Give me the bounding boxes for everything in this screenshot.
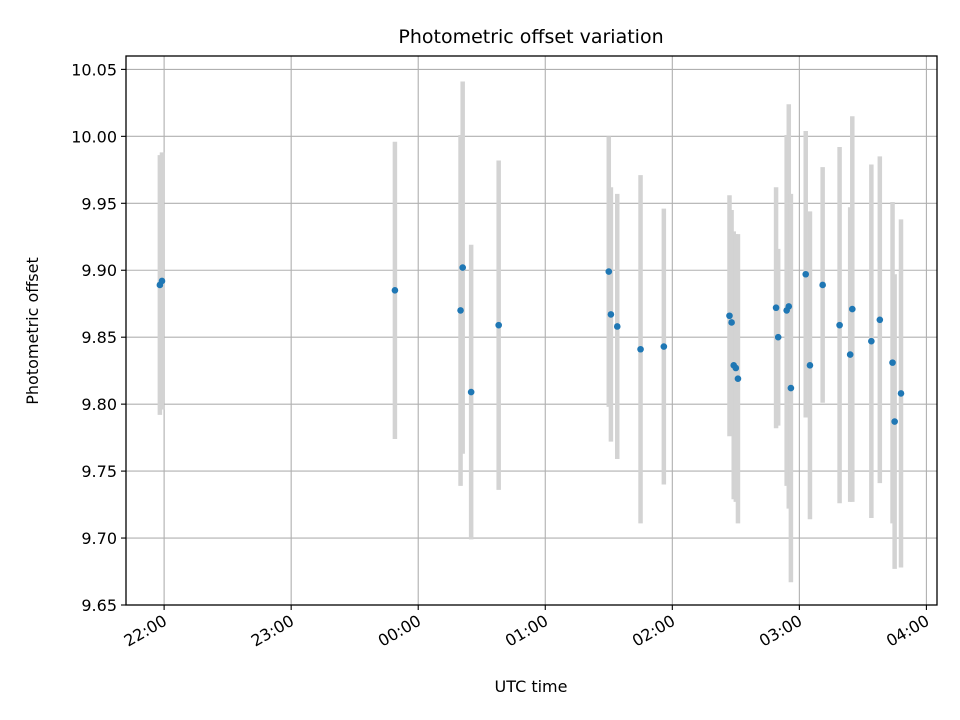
data-point — [459, 264, 466, 271]
y-tick-label: 9.95 — [81, 194, 117, 213]
data-point — [774, 333, 782, 341]
data-point — [846, 351, 854, 358]
data-point — [785, 303, 793, 310]
y-tick-label: 10.00 — [71, 127, 117, 146]
data-point — [495, 321, 502, 329]
plot-frame — [125, 55, 938, 606]
data-point — [607, 311, 615, 318]
data-point — [467, 388, 475, 396]
data-point — [457, 307, 464, 314]
data-point — [726, 312, 733, 320]
data-point — [876, 316, 884, 324]
data-point — [613, 323, 621, 330]
data-point — [849, 305, 856, 313]
data-point — [806, 362, 814, 369]
data-point — [868, 337, 875, 345]
data-point — [734, 375, 742, 383]
y-tick-label: 9.80 — [81, 395, 117, 414]
data-points — [156, 264, 905, 425]
data-point — [728, 319, 735, 326]
data-point — [897, 390, 905, 397]
chart-title: Photometric offset variation — [398, 26, 663, 48]
data-point — [819, 281, 826, 289]
data-point — [891, 418, 898, 425]
y-tick-label: 9.65 — [81, 596, 117, 615]
x-axis-title: UTC time — [495, 677, 568, 696]
data-point — [889, 359, 896, 366]
data-point — [732, 364, 740, 372]
data-point — [158, 277, 166, 285]
data-point — [802, 270, 810, 278]
grid — [126, 56, 937, 606]
y-tick-label: 9.90 — [81, 261, 117, 280]
data-point — [660, 343, 668, 350]
data-point — [772, 304, 780, 312]
data-point — [637, 345, 644, 353]
y-tick-label: 9.85 — [81, 328, 117, 347]
data-point — [605, 268, 613, 275]
y-tick-label: 9.70 — [81, 529, 117, 548]
data-point — [391, 287, 399, 294]
y-tick-label: 10.05 — [71, 60, 117, 79]
data-point — [836, 321, 843, 329]
y-tick-label: 9.75 — [81, 462, 117, 481]
data-point — [787, 384, 795, 392]
y-axis-title: Photometric offset — [23, 257, 42, 405]
